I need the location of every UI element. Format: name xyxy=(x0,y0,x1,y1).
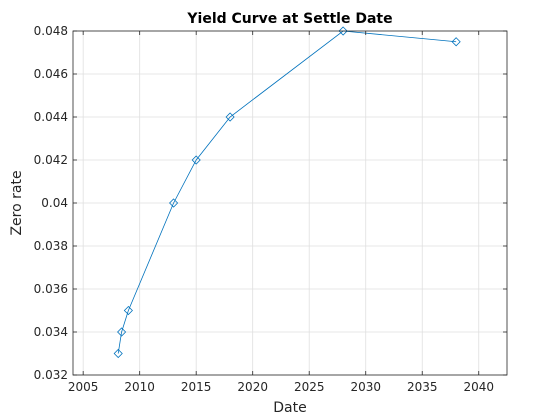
y-tick-label: 0.038 xyxy=(34,239,68,253)
y-tick-label: 0.034 xyxy=(34,325,68,339)
data-point xyxy=(113,348,123,359)
x-tick-label: 2035 xyxy=(407,380,438,394)
y-tick-label: 0.046 xyxy=(34,67,68,81)
x-tick-label: 2015 xyxy=(181,380,212,394)
data-point xyxy=(191,155,201,165)
y-tick-label: 0.044 xyxy=(34,110,68,124)
y-tick-label: 0.04 xyxy=(41,196,68,210)
x-tick-label: 2025 xyxy=(294,380,325,394)
x-tick-label: 2030 xyxy=(350,380,381,394)
data-point xyxy=(225,112,235,122)
x-axis: 2005 2010 2015 2020 2025 2030 2035 2040 xyxy=(68,31,494,394)
series-layer xyxy=(113,26,461,359)
data-point xyxy=(451,37,461,47)
y-tick-label: 0.042 xyxy=(34,153,68,167)
x-tick-label: 2005 xyxy=(68,380,99,394)
series-line xyxy=(117,30,457,354)
y-tick-label: 0.048 xyxy=(34,24,68,38)
x-tick-label: 2010 xyxy=(124,380,155,394)
data-point xyxy=(169,198,179,208)
x-tick-label: 2020 xyxy=(237,380,268,394)
data-point xyxy=(123,305,133,316)
data-point xyxy=(338,26,348,36)
chart-title: Yield Curve at Settle Date xyxy=(186,11,392,27)
y-tick-label: 0.036 xyxy=(34,282,68,296)
x-axis-label: Date xyxy=(273,400,306,416)
data-point xyxy=(117,327,127,337)
y-axis-label: Zero rate xyxy=(9,170,25,235)
y-axis: 0.032 0.034 0.036 0.038 0.04 0.042 0.044 0.046 0… xyxy=(34,24,507,382)
x-tick-label: 2040 xyxy=(463,380,494,394)
y-tick-label: 0.032 xyxy=(34,368,68,382)
